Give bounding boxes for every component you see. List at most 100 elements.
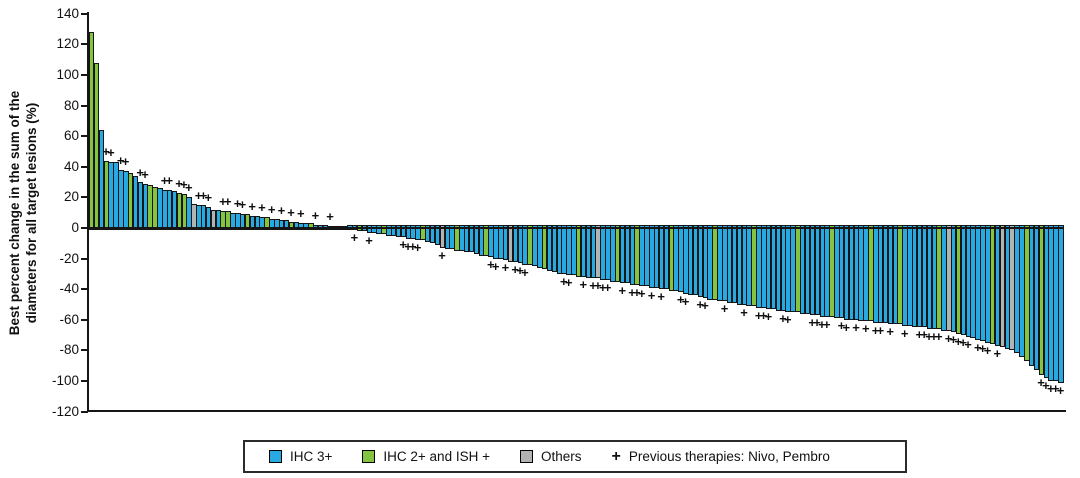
plus-marker: + bbox=[141, 166, 149, 182]
plus-marker: + bbox=[326, 209, 334, 225]
plus-marker: + bbox=[886, 324, 894, 340]
plus-marker: + bbox=[1037, 374, 1045, 390]
plus-marker: + bbox=[238, 197, 247, 213]
plus-marker: + bbox=[258, 200, 266, 216]
y-axis-tick bbox=[81, 196, 88, 199]
plus-marker: + bbox=[136, 165, 144, 181]
y-axis-tick bbox=[81, 135, 88, 138]
plus-marker: + bbox=[594, 278, 602, 294]
y-axis-line bbox=[87, 12, 89, 411]
plus-marker: + bbox=[813, 315, 821, 331]
plus-marker: + bbox=[1047, 381, 1055, 396]
legend-swatch-ihc3 bbox=[269, 450, 282, 463]
y-axis-tick bbox=[81, 257, 88, 260]
plus-marker: + bbox=[116, 152, 125, 168]
plus-marker: + bbox=[350, 229, 359, 245]
plus-marker: + bbox=[759, 307, 768, 323]
zero-line bbox=[88, 227, 1064, 229]
y-axis-tick bbox=[81, 74, 88, 76]
plus-marker: + bbox=[564, 275, 573, 291]
plus-marker: + bbox=[311, 207, 320, 223]
plus-marker: + bbox=[438, 247, 446, 263]
plus-marker: + bbox=[223, 194, 232, 210]
y-axis-tick bbox=[81, 227, 88, 229]
plus-marker: + bbox=[413, 240, 422, 256]
plus-marker: + bbox=[973, 339, 982, 355]
y-axis-tick bbox=[81, 43, 88, 46]
plus-marker: + bbox=[1042, 377, 1050, 393]
plus-marker: + bbox=[511, 261, 519, 277]
plus-marker: + bbox=[637, 286, 646, 302]
plus-marker: + bbox=[993, 345, 1002, 361]
plus-marker: + bbox=[920, 327, 928, 343]
plus-marker-legend: + bbox=[611, 447, 621, 465]
plus-marker: + bbox=[486, 257, 495, 273]
plus-marker: + bbox=[175, 175, 183, 191]
plus-marker: + bbox=[409, 238, 417, 254]
plus-marker: + bbox=[1056, 382, 1065, 398]
legend-label: IHC 3+ bbox=[290, 449, 333, 464]
y-axis-tick bbox=[81, 410, 88, 413]
plus-marker: + bbox=[978, 341, 987, 357]
plus-marker: + bbox=[954, 333, 963, 349]
plus-marker: + bbox=[107, 145, 115, 161]
plus-marker: + bbox=[628, 284, 636, 300]
y-tick-label: -80 bbox=[59, 342, 79, 358]
plus-marker: + bbox=[852, 319, 860, 335]
plus-marker: + bbox=[949, 332, 958, 348]
y-axis-tick bbox=[81, 380, 88, 382]
plus-marker: + bbox=[779, 310, 787, 326]
plus-marker: + bbox=[647, 287, 656, 303]
plus-marker: + bbox=[185, 180, 193, 196]
plus-marker: + bbox=[248, 198, 256, 214]
y-axis-tick bbox=[81, 349, 88, 352]
plus-marker: + bbox=[842, 319, 851, 335]
plus-marker: + bbox=[720, 301, 729, 317]
plus-marker: + bbox=[102, 143, 110, 159]
plus-marker: + bbox=[701, 298, 709, 314]
plus-marker: + bbox=[818, 316, 826, 332]
plus-marker: + bbox=[521, 264, 529, 280]
plus-marker: + bbox=[618, 283, 627, 299]
y-axis-tick bbox=[81, 318, 88, 321]
plus-marker: + bbox=[267, 201, 276, 217]
y-tick-label: 20 bbox=[63, 189, 79, 205]
plus-marker: + bbox=[740, 304, 748, 320]
plus-marker: + bbox=[160, 172, 169, 188]
plus-marker: + bbox=[983, 342, 992, 358]
x-axis-line bbox=[87, 410, 1066, 412]
legend-item: Others bbox=[519, 449, 582, 464]
plus-marker: + bbox=[219, 194, 227, 210]
legend-item: IHC 2+ and ISH + bbox=[362, 449, 490, 464]
y-tick-label: -120 bbox=[51, 403, 79, 419]
y-tick-label: -60 bbox=[59, 311, 79, 327]
y-tick-label: 140 bbox=[56, 5, 79, 21]
plus-marker: + bbox=[764, 309, 773, 325]
plus-marker: + bbox=[589, 278, 597, 294]
y-tick-label: -100 bbox=[51, 373, 79, 388]
plus-marker: + bbox=[837, 318, 846, 334]
legend: IHC 3+ IHC 2+ and ISH + Others + Previous th… bbox=[243, 440, 907, 473]
plus-marker: + bbox=[598, 280, 607, 296]
bar bbox=[1058, 225, 1064, 383]
plus-marker: + bbox=[579, 276, 588, 292]
plus-marker: + bbox=[676, 292, 685, 308]
plus-marker: + bbox=[754, 307, 763, 323]
y-tick-label: 80 bbox=[63, 97, 79, 113]
plus-marker: + bbox=[277, 203, 286, 219]
plus-marker: + bbox=[560, 273, 568, 289]
legend-label: Others bbox=[540, 449, 582, 464]
plus-marker: + bbox=[681, 293, 690, 309]
y-tick-label: 0 bbox=[71, 220, 79, 235]
plus-marker: + bbox=[657, 289, 666, 305]
plus-marker: + bbox=[633, 284, 641, 300]
plus-marker: + bbox=[287, 204, 295, 220]
legend-item: + Previous therapies: Nivo, Pembro bbox=[611, 447, 829, 465]
plus-marker: + bbox=[1051, 381, 1060, 396]
plus-marker: + bbox=[925, 328, 933, 344]
y-tick-label: 120 bbox=[56, 36, 79, 52]
legend-label: IHC 2+ and ISH + bbox=[383, 449, 490, 464]
plus-marker: + bbox=[823, 316, 831, 332]
